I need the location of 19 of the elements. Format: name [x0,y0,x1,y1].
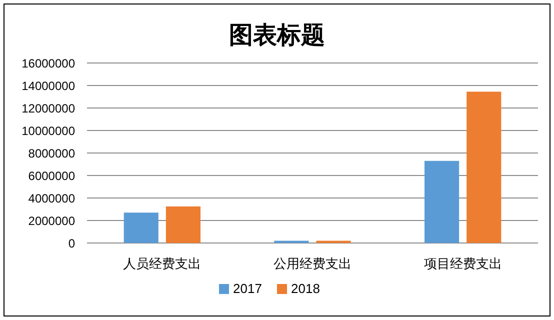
x-tick-label: 项目经费支出 [424,256,502,271]
legend-label: 2018 [291,281,320,296]
bar [466,92,502,243]
bar [124,212,158,243]
y-tick-label: 0 [68,236,76,250]
y-tick-label: 10000000 [22,124,76,138]
x-tick-label: 公用经费支出 [274,256,352,271]
bar [424,160,460,243]
y-tick-label: 12000000 [22,102,76,116]
y-tick-label: 6000000 [28,169,76,183]
chart-title: 图表标题 [229,22,325,49]
y-tick-label: 8000000 [28,146,76,160]
y-tick-label: 2000000 [28,214,76,228]
bar [166,206,200,243]
y-tick-label: 16000000 [22,56,76,70]
x-tick-label: 人员经费支出 [123,256,202,271]
y-tick-label: 4000000 [28,192,76,206]
legend-label: 2017 [233,281,262,296]
y-tick-label: 14000000 [22,79,76,93]
